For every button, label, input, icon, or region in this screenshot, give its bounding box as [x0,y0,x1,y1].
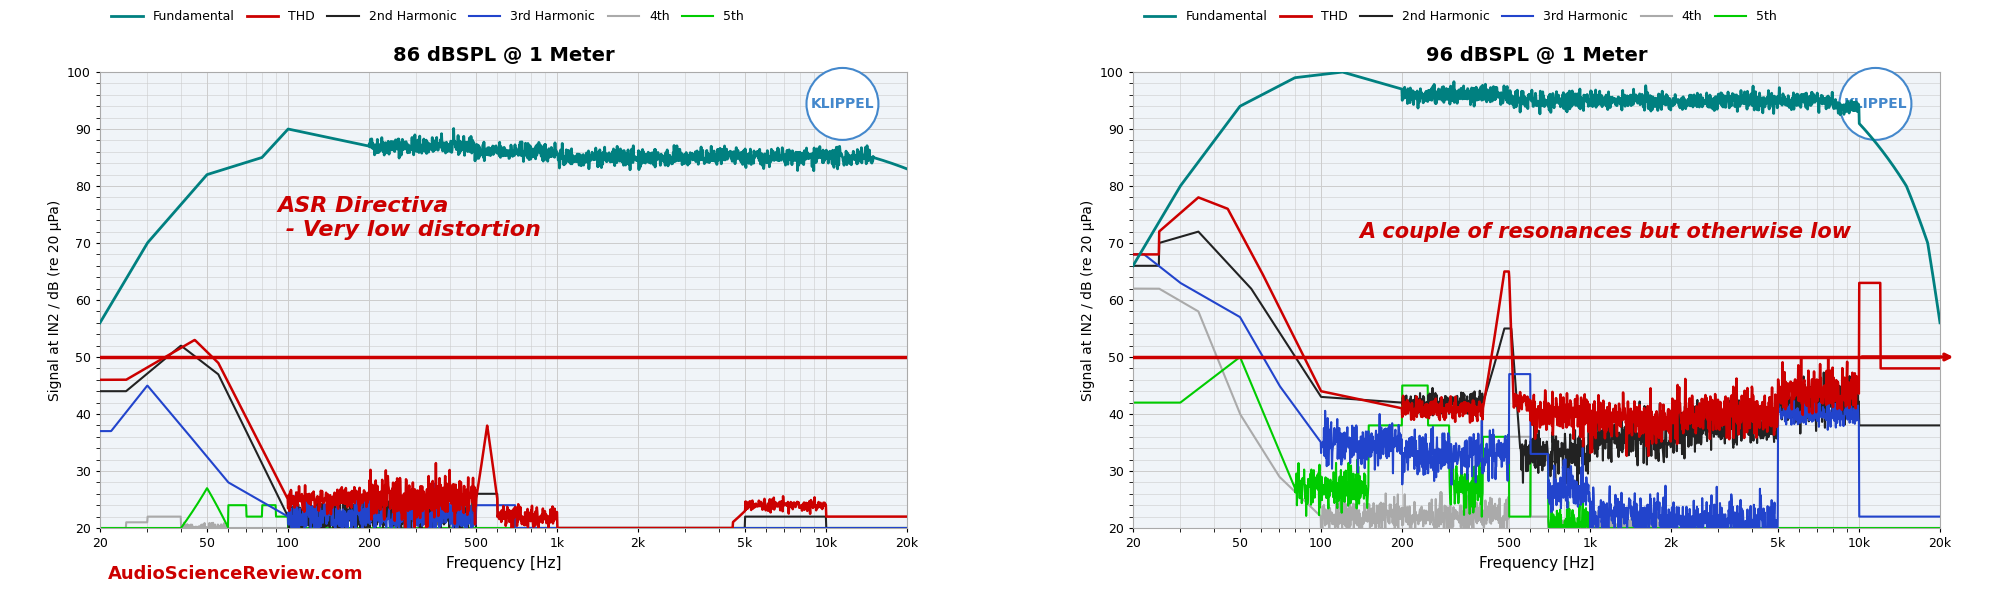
Text: AudioScienceReview.com: AudioScienceReview.com [108,565,364,583]
Legend: Fundamental, THD, 2nd Harmonic, 3rd Harmonic, 4th, 5th: Fundamental, THD, 2nd Harmonic, 3rd Harm… [1140,5,1782,28]
Title: 96 dBSPL @ 1 Meter: 96 dBSPL @ 1 Meter [1426,46,1648,65]
Text: KLIPPEL: KLIPPEL [810,97,874,111]
Y-axis label: Signal at IN2 / dB (re 20 μPa): Signal at IN2 / dB (re 20 μPa) [48,199,62,401]
Text: ASR Directiva
 - Very low distortion: ASR Directiva - Very low distortion [278,196,540,239]
Text: A couple of resonances but otherwise low: A couple of resonances but otherwise low [1358,221,1850,242]
X-axis label: Frequency [Hz]: Frequency [Hz] [446,556,562,571]
Title: 86 dBSPL @ 1 Meter: 86 dBSPL @ 1 Meter [392,46,614,65]
Legend: Fundamental, THD, 2nd Harmonic, 3rd Harmonic, 4th, 5th: Fundamental, THD, 2nd Harmonic, 3rd Harm… [106,5,748,28]
X-axis label: Frequency [Hz]: Frequency [Hz] [1478,556,1594,571]
Y-axis label: Signal at IN2 / dB (re 20 μPa): Signal at IN2 / dB (re 20 μPa) [1080,199,1094,401]
Text: KLIPPEL: KLIPPEL [1844,97,1908,111]
